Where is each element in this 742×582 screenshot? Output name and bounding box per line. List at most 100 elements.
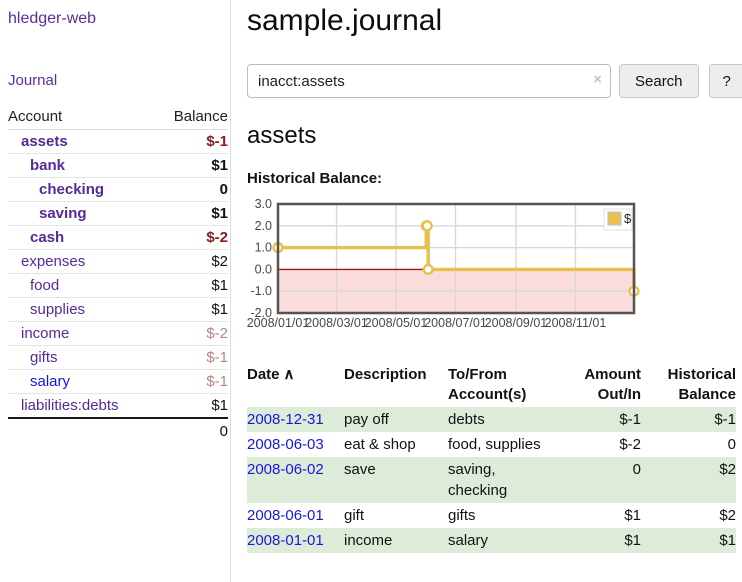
transaction-description: income [344, 532, 393, 549]
x-axis-tick-label: 2008/03/01 [305, 316, 368, 330]
account-row: cash $-2 [8, 225, 228, 250]
help-button[interactable]: ? [708, 64, 742, 98]
account-link[interactable]: bank [30, 157, 66, 174]
register-column-header[interactable]: Historical Balance [667, 366, 736, 403]
transaction-date-link[interactable]: 2008-01-01 [247, 532, 324, 549]
balance-column-header: Balance [155, 104, 228, 130]
clear-search-icon[interactable]: × [593, 71, 602, 88]
transaction-date-link[interactable]: 2008-06-03 [247, 436, 324, 453]
transaction-date-link[interactable]: 2008-06-02 [247, 461, 324, 478]
x-axis-tick-label: 2008/05/01 [365, 316, 428, 330]
transaction-balance: $1 [719, 532, 736, 549]
y-axis-tick-label: 1.0 [255, 241, 272, 255]
search-input[interactable] [247, 64, 611, 98]
account-balance: $2 [155, 249, 228, 274]
transaction-accounts: gifts [448, 507, 476, 524]
account-balance: $1 [155, 273, 228, 298]
transaction-balance: $2 [719, 507, 736, 524]
account-link[interactable]: salary [30, 373, 71, 390]
x-axis-tick-label: 2008/11/01 [545, 316, 607, 330]
account-link[interactable]: gifts [30, 349, 58, 366]
account-table-header-row: Account Balance [8, 104, 228, 130]
register-row: 2008-06-02 save saving, checking 0 $2 [247, 457, 736, 503]
search-bar: × Search ? [247, 64, 742, 98]
account-row: gifts $-1 [8, 345, 228, 370]
transaction-balance: 0 [727, 436, 736, 453]
transaction-balance: $-1 [714, 411, 736, 428]
historical-balance-chart: $3.0 2.0 1.0 0.0 -1.0 -2.0 2008/01/01 2008/03/0… [247, 197, 742, 339]
y-axis-tick-label: -1.0 [250, 284, 272, 298]
transaction-description: gift [344, 507, 365, 524]
register-header-row: Date ∧ Description To/From Account(s) Amount… [247, 363, 736, 407]
account-link[interactable]: checking [39, 181, 105, 198]
chart-canvas: $3.0 2.0 1.0 0.0 -1.0 -2.02008/01/012008/03/0… [247, 197, 640, 330]
y-axis-tick-label: 0.0 [255, 262, 272, 276]
y-axis-tick-label: 2.0 [255, 219, 272, 233]
account-link[interactable]: liabilities:debts [21, 397, 119, 414]
chart-title: Historical Balance: [247, 170, 383, 187]
account-balance: $1 [155, 153, 228, 178]
account-row: saving $1 [8, 201, 228, 226]
account-link[interactable]: income [21, 325, 70, 342]
page-title: sample.journal [247, 4, 443, 37]
register-column-header[interactable]: To/From Account(s) [448, 366, 527, 403]
transaction-amount: $1 [624, 532, 641, 549]
transaction-accounts: food, supplies [448, 436, 541, 453]
account-balance: $1 [155, 297, 228, 322]
register-row: 2008-06-01 gift gifts $1 $2 [247, 503, 736, 528]
account-total-value: 0 [155, 417, 228, 444]
transaction-accounts: debts [448, 411, 485, 428]
sidebar: hledger-web Journal Account Balance asse… [0, 0, 231, 582]
legend-swatch [607, 211, 622, 226]
account-balance: $1 [155, 393, 228, 419]
legend-label: $ [624, 211, 632, 226]
register-column-header[interactable]: Date ∧ [247, 366, 295, 383]
app-title-link[interactable]: hledger-web [8, 10, 97, 27]
transaction-description: eat & shop [344, 436, 416, 453]
transaction-date-link[interactable]: 2008-12-31 [247, 411, 324, 428]
register-row: 2008-01-01 income salary $1 $1 [247, 528, 736, 553]
account-row: liabilities:debts $1 [8, 393, 228, 419]
account-link[interactable]: expenses [21, 253, 86, 270]
account-row: checking 0 [8, 177, 228, 202]
y-axis-tick-label: -2.0 [250, 306, 272, 320]
account-link[interactable]: cash [30, 229, 65, 246]
account-row: expenses $2 [8, 249, 228, 274]
transaction-balance: $2 [719, 461, 736, 478]
search-button[interactable]: Search [619, 64, 699, 98]
account-balance: $-1 [155, 345, 228, 370]
account-row: supplies $1 [8, 297, 228, 322]
transaction-date-link[interactable]: 2008-06-01 [247, 507, 324, 524]
account-balance: $-1 [155, 129, 228, 154]
transaction-description: save [344, 461, 376, 478]
account-link[interactable]: assets [21, 133, 68, 150]
account-heading: assets [247, 122, 317, 149]
account-link[interactable]: supplies [30, 301, 86, 318]
register-column-header[interactable]: Description [344, 366, 427, 383]
account-balance: $-2 [155, 321, 228, 346]
transaction-accounts: salary [448, 532, 489, 549]
transaction-amount: $-1 [619, 411, 641, 428]
register-body: 2008-12-31 pay off debts $-1 $-1 2008-06-03 ea… [247, 407, 736, 553]
account-link[interactable]: food [30, 277, 60, 294]
transaction-accounts: saving, checking [448, 461, 508, 499]
x-axis-tick-label: 2008/07/01 [424, 316, 487, 330]
transaction-amount: 0 [632, 461, 641, 478]
account-table-body: assets $-1 bank $1 checking 0 saving $1 cash $-2 e… [8, 129, 228, 419]
register-row: 2008-06-03 eat & shop food, supplies $-2 0 [247, 432, 736, 457]
account-row: assets $-1 [8, 129, 228, 154]
plot-border [276, 202, 636, 315]
account-balance: $-1 [155, 369, 228, 394]
account-total-row: 0 [8, 417, 228, 444]
x-axis-tick-label: 2008/01/01 [247, 316, 309, 330]
account-row: income $-2 [8, 321, 228, 346]
main-content: sample.journal × Search ? assets Histori… [231, 0, 742, 582]
account-link[interactable]: saving [39, 205, 87, 222]
sidebar-item-journal[interactable]: Journal [8, 72, 58, 89]
account-balance: $1 [155, 201, 228, 226]
register-column-header[interactable]: Amount Out/In [584, 366, 641, 403]
account-row: bank $1 [8, 153, 228, 178]
register-row: 2008-12-31 pay off debts $-1 $-1 [247, 407, 736, 432]
data-point-marker [421, 220, 433, 232]
